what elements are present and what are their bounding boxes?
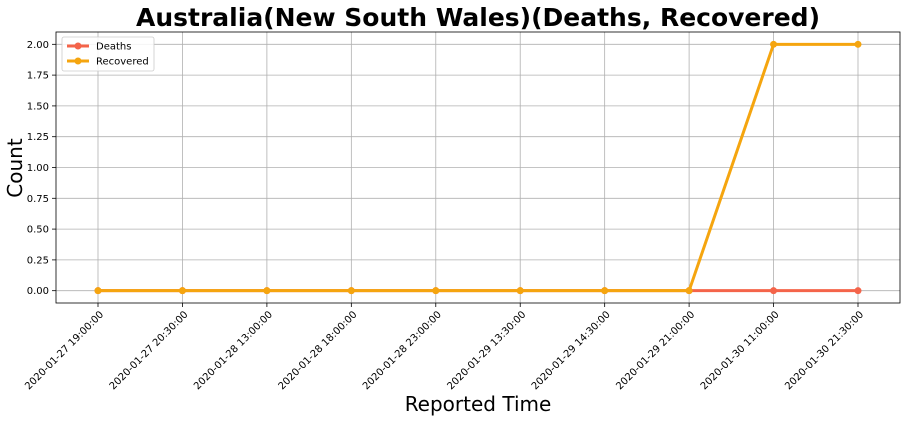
y-tick-label: 1.75 [27, 71, 49, 82]
y-tick-label: 1.00 [27, 163, 49, 174]
x-tick-label: 2020-01-28 23:00:00 [361, 309, 444, 392]
y-axis-label: Count [3, 138, 27, 198]
x-axis-ticks: 2020-01-27 19:00:00 2020-01-27 20:30:00 20… [23, 303, 866, 392]
legend-marker-recovered [74, 57, 82, 65]
chart-title: Australia(New South Wales)(Deaths, Recov… [136, 3, 820, 32]
legend-marker-deaths [74, 42, 82, 50]
data-point-recovered [432, 287, 440, 295]
x-tick-label: 2020-01-27 20:30:00 [108, 309, 191, 392]
y-tick-label: 0.25 [27, 255, 49, 266]
x-axis-label: Reported Time [405, 392, 552, 416]
y-axis-ticks: 0.00 0.25 0.50 0.75 1.00 1.25 1.50 1.75 2.00 [27, 40, 56, 297]
data-point-recovered [854, 40, 862, 48]
data-point-recovered [770, 40, 778, 48]
data-point-recovered [601, 287, 609, 295]
data-point-recovered [347, 287, 355, 295]
data-point-recovered [94, 287, 102, 295]
y-tick-label: 0.75 [27, 194, 49, 205]
y-tick-label: 1.50 [27, 101, 49, 112]
x-tick-label: 2020-01-30 21:30:00 [783, 309, 866, 392]
series-line-recovered [98, 42, 858, 293]
x-tick-label: 2020-01-28 13:00:00 [192, 309, 275, 392]
legend-label-recovered: Recovered [96, 57, 149, 68]
data-point-recovered [516, 287, 524, 295]
x-tick-label: 2020-01-29 14:30:00 [530, 309, 613, 392]
gridlines [56, 32, 900, 303]
data-point-deaths [770, 287, 778, 295]
data-point-recovered [685, 287, 693, 295]
x-tick-label: 2020-01-29 13:30:00 [445, 309, 528, 392]
y-tick-label: 0.00 [27, 286, 49, 297]
data-point-recovered [178, 287, 186, 295]
y-tick-label: 1.25 [27, 132, 49, 143]
x-tick-label: 2020-01-29 21:00:00 [614, 309, 697, 392]
y-tick-label: 0.50 [27, 225, 49, 236]
x-tick-label: 2020-01-27 19:00:00 [23, 309, 106, 392]
x-tick-label: 2020-01-30 11:00:00 [699, 309, 782, 392]
legend: Deaths Recovered [61, 36, 155, 72]
series-layer [94, 40, 862, 295]
data-point-recovered [263, 287, 271, 295]
x-tick-label: 2020-01-28 18:00:00 [277, 309, 360, 392]
y-tick-label: 2.00 [27, 40, 49, 51]
data-point-deaths [854, 287, 862, 295]
legend-label-deaths: Deaths [96, 42, 131, 53]
